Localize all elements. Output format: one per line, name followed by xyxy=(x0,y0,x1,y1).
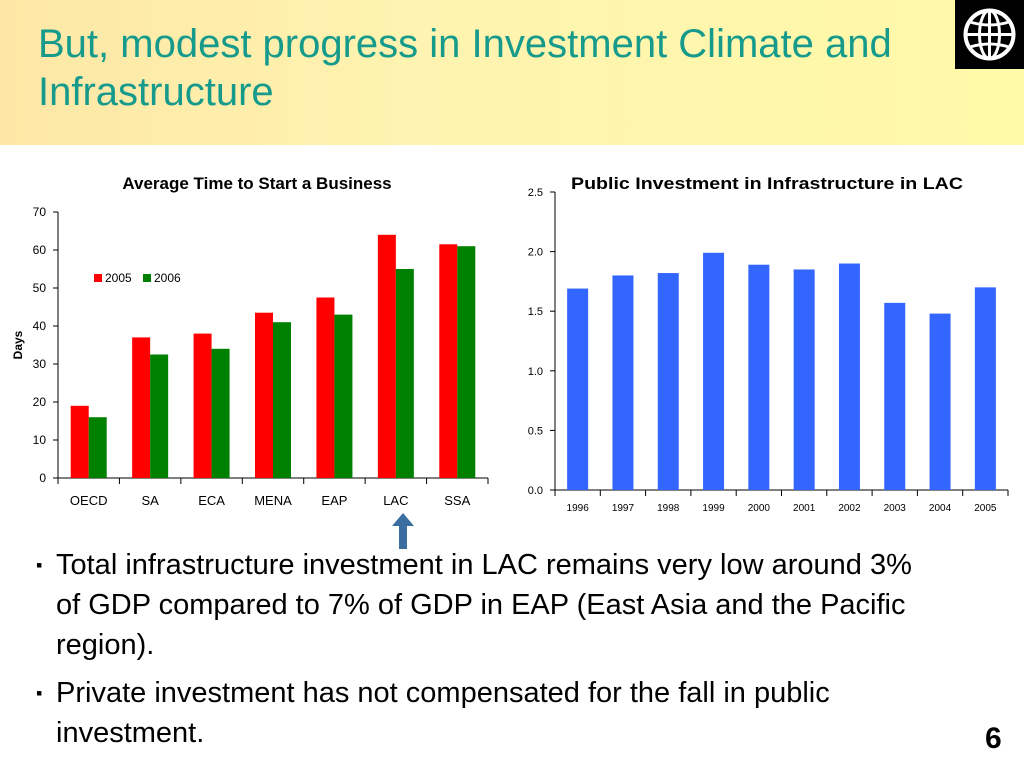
header-banner xyxy=(0,0,1024,145)
bar-2006-OECD xyxy=(88,417,107,478)
public-investment-svg: Public Investment in Infrastructure in L… xyxy=(528,174,1009,514)
x-tick-label: 2001 xyxy=(793,503,816,514)
y-tick-label: 1.0 xyxy=(528,366,543,378)
x-tick-label: LAC xyxy=(383,493,408,508)
bullet-text: Private investment has not compensated f… xyxy=(56,677,830,749)
x-tick-label: OECD xyxy=(70,493,108,508)
x-tick-label: ECA xyxy=(198,493,225,508)
bar-2006-LAC xyxy=(395,269,414,478)
bar-2006-SSA xyxy=(457,246,476,478)
bar-2004 xyxy=(929,313,951,490)
bar-2002 xyxy=(838,263,860,490)
time-to-start-business-chart: Average Time to Start a Business Days 0 10 2… xyxy=(0,160,495,520)
bar-2006-EAP xyxy=(334,314,353,478)
world-bank-logo xyxy=(955,0,1024,69)
y-tick-label: 60 xyxy=(33,243,47,257)
bar-2005 xyxy=(974,287,996,490)
y-tick-label: 0.5 xyxy=(528,425,543,437)
slide-title: But, modest progress in Investment Clima… xyxy=(38,22,892,114)
x-tick-label: 1996 xyxy=(567,503,590,514)
x-tick-label: EAP xyxy=(321,493,347,508)
x-tick-label: 2002 xyxy=(838,503,861,514)
bar-2006-SA xyxy=(150,354,169,478)
y-tick-label: 70 xyxy=(33,205,47,219)
bar-2006-ECA xyxy=(211,348,230,478)
legend-label-2006: 2006 xyxy=(154,271,181,285)
bar-2005-LAC xyxy=(377,234,396,478)
page-number: 6 xyxy=(985,722,1002,755)
y-tick-label: 30 xyxy=(33,357,47,371)
x-tick-label: 2000 xyxy=(748,503,771,514)
bar-2000 xyxy=(748,264,770,490)
bar-2005-ECA xyxy=(193,333,212,478)
bar-2005-EAP xyxy=(316,297,335,478)
legend-swatch-2005 xyxy=(94,274,102,282)
x-tick-label: MENA xyxy=(254,493,292,508)
chart-title: Public Investment in Infrastructure in L… xyxy=(571,174,963,193)
x-tick-label: SSA xyxy=(444,493,470,508)
bullet-marker: ▪ xyxy=(36,555,43,575)
bar-2005-MENA xyxy=(255,312,273,478)
bullet-marker: ▪ xyxy=(36,683,43,703)
bar-1997 xyxy=(612,275,634,490)
y-tick-label: 2.0 xyxy=(528,247,543,259)
bar-2005-OECD xyxy=(70,405,89,478)
world-bank-globe-icon xyxy=(963,8,1016,61)
y-tick-label: 0.0 xyxy=(528,485,543,497)
x-tick-label: 2003 xyxy=(884,503,907,514)
y-axis-label: Days xyxy=(11,330,25,359)
chart-title: Average Time to Start a Business xyxy=(122,174,391,193)
x-tick-label: 1997 xyxy=(612,503,635,514)
bar-2003 xyxy=(884,302,906,490)
y-tick-label: 10 xyxy=(33,433,47,447)
bar-2005-SSA xyxy=(439,244,458,478)
y-tick-label: 40 xyxy=(33,319,47,333)
bar-2006-MENA xyxy=(273,322,291,478)
y-tick-label: 0 xyxy=(39,471,46,485)
bullet-text: Total infrastructure investment in LAC r… xyxy=(56,549,912,661)
legend-label-2005: 2005 xyxy=(105,271,132,285)
bullet-item: ▪ Private investment has not compensated… xyxy=(36,673,936,753)
bullet-item: ▪ Total infrastructure investment in LAC… xyxy=(36,545,936,665)
bar-1998 xyxy=(657,273,679,490)
bar-2005-SA xyxy=(132,337,151,478)
bar-1999 xyxy=(703,252,725,490)
x-tick-label: 1999 xyxy=(702,503,725,514)
y-tick-label: 2.5 xyxy=(528,187,543,199)
time-to-start-business-svg: Average Time to Start a Business Days 0 10 2… xyxy=(11,174,489,508)
bar-1996 xyxy=(567,288,589,490)
y-tick-label: 20 xyxy=(33,395,47,409)
public-investment-chart: Public Investment in Infrastructure in L… xyxy=(510,160,1010,520)
x-tick-label: 2004 xyxy=(929,503,952,514)
x-tick-label: SA xyxy=(141,493,159,508)
bar-2001 xyxy=(793,269,815,490)
up-arrow-icon xyxy=(392,513,414,549)
legend-swatch-2006 xyxy=(143,274,151,282)
bullet-list: ▪ Total infrastructure investment in LAC… xyxy=(36,545,936,761)
y-tick-label: 1.5 xyxy=(528,306,543,318)
x-tick-label: 1998 xyxy=(657,503,680,514)
y-tick-label: 50 xyxy=(33,281,47,295)
x-tick-label: 2005 xyxy=(974,503,997,514)
